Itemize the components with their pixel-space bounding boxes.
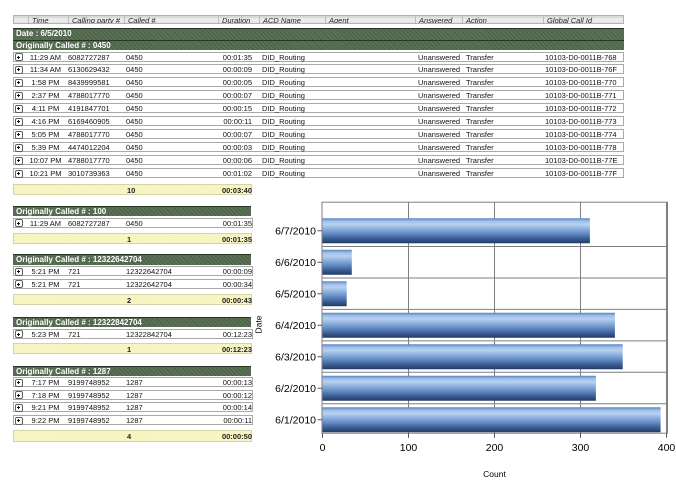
svg-text:6/7/2010: 6/7/2010	[275, 225, 316, 237]
svg-text:6/4/2010: 6/4/2010	[275, 320, 316, 332]
svg-text:0: 0	[320, 442, 326, 454]
svg-text:6/5/2010: 6/5/2010	[275, 288, 316, 300]
svg-text:6/1/2010: 6/1/2010	[275, 414, 316, 426]
svg-text:6/3/2010: 6/3/2010	[275, 351, 316, 363]
svg-text:400: 400	[658, 442, 676, 454]
svg-text:Date: Date	[255, 315, 264, 333]
svg-text:6/2/2010: 6/2/2010	[275, 383, 316, 395]
svg-text:200: 200	[486, 442, 504, 454]
svg-text:Count: Count	[483, 469, 506, 479]
svg-text:6/6/2010: 6/6/2010	[275, 257, 316, 269]
svg-text:100: 100	[400, 442, 418, 454]
svg-text:300: 300	[572, 442, 590, 454]
